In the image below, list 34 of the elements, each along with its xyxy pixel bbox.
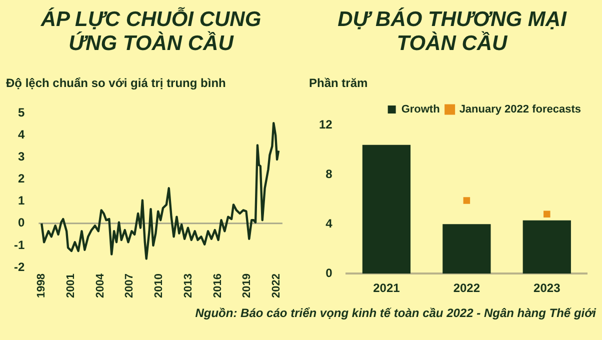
y-tick-label: 0 bbox=[326, 266, 333, 280]
x-tick-label: 2007 bbox=[124, 274, 136, 298]
chart-title: DỰ BÁO THƯƠNG MẠI TOÀN CẦU bbox=[336, 8, 568, 56]
x-tick-label: 2019 bbox=[241, 274, 254, 298]
y-tick-label: 3 bbox=[18, 150, 25, 164]
y-tick-label: 5 bbox=[18, 106, 25, 120]
x-tick-label: 2013 bbox=[182, 274, 194, 298]
y-axis-title: Độ lệch chuẩn so với giá trị trung bình bbox=[6, 76, 226, 90]
bar bbox=[362, 144, 411, 274]
legend-label: January 2022 forecasts bbox=[459, 104, 581, 116]
y-tick-label: 4 bbox=[18, 128, 25, 142]
x-tick-label: 2010 bbox=[153, 274, 166, 298]
y-tick-label: 0 bbox=[18, 216, 25, 230]
y-tick-label: -1 bbox=[14, 238, 25, 252]
x-tick-label: 2001 bbox=[65, 274, 78, 298]
bar bbox=[442, 224, 491, 274]
y-tick-label: 2 bbox=[18, 172, 25, 186]
y-tick-label: 4 bbox=[326, 216, 333, 230]
bar bbox=[522, 220, 571, 274]
x-tick-label: 2021 bbox=[373, 281, 400, 296]
legend-label: Growth bbox=[401, 104, 440, 116]
x-tick-label: 2016 bbox=[212, 274, 224, 298]
y-tick-label: -2 bbox=[14, 260, 25, 274]
text: Nguồn: Báo cáo triển vọng kinh tế toàn cầu 2022 - Ngân hàng Thế giới bbox=[195, 306, 596, 320]
y-tick-label: 1 bbox=[18, 194, 25, 208]
x-tick-label: 1998 bbox=[36, 274, 48, 298]
x-tick-label: 2022 bbox=[270, 274, 283, 298]
y-tick-label: 12 bbox=[318, 117, 333, 132]
y-axis-title: Phần trăm bbox=[309, 76, 368, 90]
y-tick-label: 8 bbox=[326, 166, 333, 181]
x-tick-label: 2004 bbox=[94, 272, 106, 298]
x-tick-label: 2023 bbox=[534, 281, 561, 296]
x-tick-label: 2022 bbox=[453, 281, 480, 296]
chart-title: ÁP LỰC CHUỖI CUNG ỨNG TOÀN CẦU bbox=[40, 8, 262, 56]
